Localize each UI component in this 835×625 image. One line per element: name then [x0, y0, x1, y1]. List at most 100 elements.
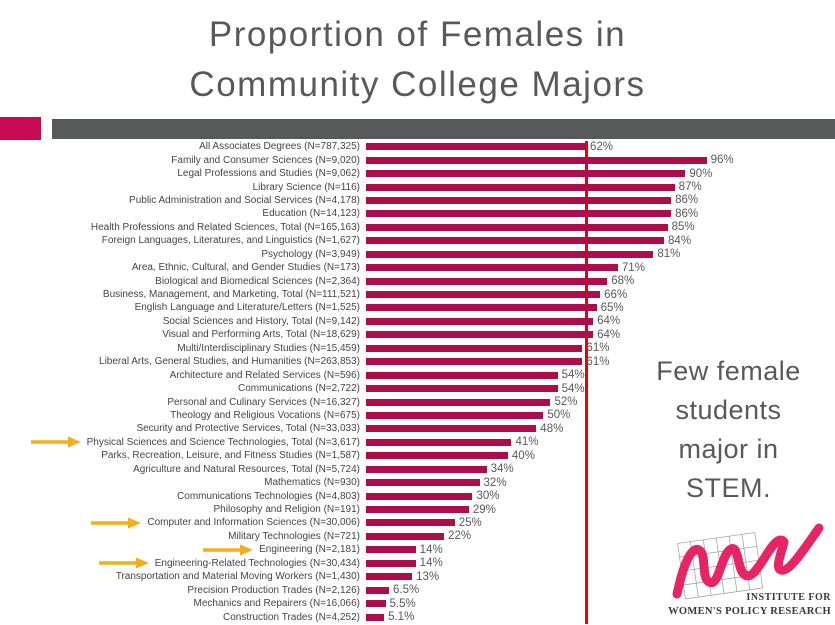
bar	[366, 183, 675, 191]
value-label: 50%	[547, 409, 571, 422]
category-label: Engineering-Related Technologies (N=30,4…	[0, 557, 366, 569]
annotation-line-3: major in	[678, 434, 779, 464]
value-label: 54%	[561, 369, 585, 382]
category-label-text: Engineering-Related Technologies (N=30,4…	[154, 557, 360, 569]
category-label-text: Psychology (N=3,949)	[261, 248, 360, 260]
annotation-line-2: students	[675, 395, 782, 425]
bar	[366, 344, 583, 352]
chart-rows: All Associates Degrees (N=787,325) 62% Fam…	[0, 140, 835, 624]
bar-chart: All Associates Degrees (N=787,325) 62% Fam…	[0, 140, 835, 624]
bar	[366, 559, 416, 567]
value-label: 90%	[689, 167, 713, 180]
category-label-text: Communications (N=2,722)	[238, 383, 360, 395]
bar	[366, 586, 390, 594]
value-label: 86%	[675, 194, 699, 207]
category-label-text: Physical Sciences and Science Technologi…	[86, 436, 360, 448]
header-accent-block	[0, 117, 41, 140]
category-label-text: Transportation and Material Moving Worke…	[115, 571, 360, 583]
value-label: 61%	[586, 342, 610, 355]
chart-row: Military Technologies (N=721) 22%	[0, 530, 835, 543]
chart-row: Foreign Languages, Literatures, and Ling…	[0, 234, 835, 247]
category-label-text: English Language and Literature/Letters …	[134, 302, 360, 314]
category-label: Communications (N=2,722)	[0, 383, 366, 394]
chart-row: Mechanics and Repairers (N=16,066) 5.5%	[0, 597, 835, 610]
value-label: 66%	[604, 288, 628, 301]
category-label-text: Biological and Biomedical Sciences (N=2,…	[155, 275, 360, 287]
bar	[366, 291, 601, 299]
chart-row: Security and Protective Services, Total …	[0, 422, 835, 435]
value-label: 96%	[710, 154, 734, 167]
category-label: Foreign Languages, Literatures, and Ling…	[0, 235, 366, 246]
category-label: Area, Ethnic, Cultural, and Gender Studi…	[0, 262, 366, 273]
category-label-text: Mathematics (N=930)	[264, 477, 360, 489]
chart-row: Multi/Interdisciplinary Studies (N=15,45…	[0, 342, 835, 355]
iwpr-logo: INSTITUTE FOR WOMEN'S POLICY RESEARCH	[663, 520, 835, 620]
chart-row: Engineering (N=2,181) 14%	[0, 543, 835, 556]
value-label: 30%	[476, 490, 500, 503]
value-label: 29%	[472, 503, 496, 516]
bar	[366, 479, 480, 487]
value-label: 25%	[458, 516, 482, 529]
logo-text-line-2: WOMEN'S POLICY RESEARCH	[668, 606, 831, 617]
highlight-arrow-icon	[98, 557, 150, 569]
category-label: Family and Consumer Sciences (N=9,020)	[0, 155, 366, 166]
value-label: 64%	[597, 328, 621, 341]
bar	[366, 398, 551, 406]
bar	[366, 613, 385, 621]
category-label: Business, Management, and Marketing, Tot…	[0, 289, 366, 300]
annotation-line-1: Few female	[656, 356, 801, 386]
title-line-1: Proportion of Females in	[208, 15, 627, 54]
chart-row: Theology and Religious Vocations (N=675)…	[0, 409, 835, 422]
category-label-text: Multi/Interdisciplinary Studies (N=15,45…	[177, 342, 360, 354]
chart-row: Education (N=14,123) 86%	[0, 207, 835, 220]
chart-row: All Associates Degrees (N=787,325) 62%	[0, 140, 835, 153]
category-label: Health Professions and Related Sciences,…	[0, 222, 366, 233]
category-label: Precision Production Trades (N=2,126)	[0, 585, 366, 596]
bar	[366, 411, 544, 419]
chart-row: Legal Professions and Studies (N=9,062) 9…	[0, 167, 835, 180]
chart-row: Agriculture and Natural Resources, Total…	[0, 463, 835, 476]
value-label: 54%	[561, 382, 585, 395]
category-label-text: Communications Technologies (N=4,803)	[177, 490, 360, 502]
category-label-text: Security and Protective Services, Total …	[136, 423, 360, 435]
category-label: Security and Protective Services, Total …	[0, 423, 366, 434]
category-label-text: Area, Ethnic, Cultural, and Gender Studi…	[131, 262, 360, 274]
category-label-text: Public Administration and Social Service…	[129, 194, 360, 206]
chart-row: Psychology (N=3,949) 81%	[0, 248, 835, 261]
category-label-text: All Associates Degrees (N=787,325)	[199, 141, 360, 153]
iwpr-logo-graphic: INSTITUTE FOR WOMEN'S POLICY RESEARCH	[668, 523, 831, 617]
chart-row: Computer and Information Sciences (N=30,…	[0, 516, 835, 529]
highlight-arrow-icon	[202, 544, 254, 556]
value-label: 84%	[668, 234, 692, 247]
bar	[366, 277, 608, 285]
category-label: Agriculture and Natural Resources, Total…	[0, 464, 366, 475]
category-label-text: Education (N=14,123)	[262, 208, 360, 220]
value-label: 34%	[490, 463, 514, 476]
category-label: Public Administration and Social Service…	[0, 195, 366, 206]
category-label: Parks, Recreation, Leisure, and Fitness …	[0, 450, 366, 461]
category-label: Military Technologies (N=721)	[0, 531, 366, 542]
category-label: Theology and Religious Vocations (N=675)	[0, 410, 366, 421]
chart-row: Physical Sciences and Science Technologi…	[0, 436, 835, 449]
category-label-text: Business, Management, and Marketing, Tot…	[102, 289, 360, 301]
value-label: 61%	[586, 355, 610, 368]
bar	[366, 371, 558, 379]
bar	[366, 223, 668, 231]
bar	[366, 519, 455, 527]
chart-row: Construction Trades (N=4,252) 5.1%	[0, 610, 835, 623]
category-label-text: Liberal Arts, General Studies, and Human…	[99, 356, 360, 368]
bar	[366, 385, 558, 393]
chart-row: Architecture and Related Services (N=596…	[0, 368, 835, 381]
chart-row: Transportation and Material Moving Worke…	[0, 570, 835, 583]
value-label: 13%	[416, 570, 440, 583]
value-label: 68%	[611, 275, 635, 288]
value-label: 14%	[419, 557, 443, 570]
chart-row: Personal and Culinary Services (N=16,327…	[0, 395, 835, 408]
category-label-text: Library Science (N=116)	[252, 181, 360, 193]
category-label: Architecture and Related Services (N=596…	[0, 370, 366, 381]
bar	[366, 573, 413, 581]
title-line-2: Community College Majors	[189, 65, 646, 104]
bar	[366, 210, 672, 218]
category-label: Biological and Biomedical Sciences (N=2,…	[0, 276, 366, 287]
category-label: Personal and Culinary Services (N=16,327…	[0, 397, 366, 408]
